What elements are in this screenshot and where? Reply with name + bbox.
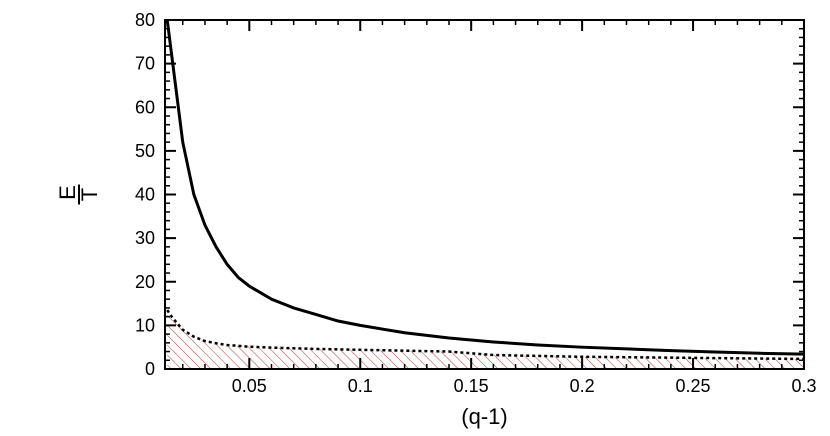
series-layer [165,20,804,361]
y-tick-label: 30 [135,228,155,248]
y-tick-label: 60 [135,97,155,117]
hatched-region [167,310,804,369]
y-tick-label: 40 [135,185,155,205]
tick-layer [165,19,805,370]
plot-frame [164,19,805,370]
solid-series-line [165,20,804,356]
x-tick-label: 0.25 [676,376,711,396]
y-axis-title: E T [55,184,102,205]
x-tick-label: 0.1 [348,376,373,396]
x-tick-label: 0.2 [570,376,595,396]
y-tick-label: 70 [135,54,155,74]
y-tick-label: 0 [145,359,155,379]
y-tick-label: 10 [135,315,155,335]
x-axis-title: (q-1) [461,404,507,429]
y-tick-label: 20 [135,272,155,292]
x-tick-label: 0.15 [454,376,489,396]
label-layer: 0.05 0.1 0.15 0.2 0.25 0.3 0 10 20 30 40 50 60 70 80 [135,10,817,396]
x-tick-label: 0.3 [791,376,816,396]
y-tick-label: 80 [135,10,155,30]
x-tick-label: 0.05 [232,376,267,396]
y-tick-label: 50 [135,141,155,161]
y-axis-title-denominator: T [77,188,102,201]
hatched-region-layer [167,310,804,369]
y-axis-title-numerator: E [55,185,80,200]
dotted-series-line [166,309,804,361]
